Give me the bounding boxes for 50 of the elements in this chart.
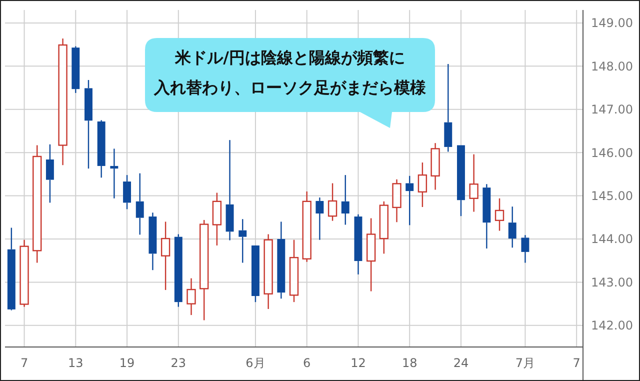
candlestick (226, 139, 234, 241)
y-tick-label: 143.00 (591, 275, 633, 290)
y-tick-label: 147.00 (591, 102, 633, 117)
x-tick-label: 18 (402, 356, 418, 370)
y-tick-label: 149.00 (591, 16, 633, 30)
candlestick (494, 198, 504, 232)
candlestick (136, 172, 144, 236)
x-tick-label: 19 (119, 356, 135, 370)
candlestick (20, 239, 29, 308)
annotation: 入れ替わり、ローソク足がまだら模様 (153, 78, 427, 97)
candlestick (418, 162, 428, 208)
candlestick (430, 142, 440, 190)
candlestick (264, 234, 273, 310)
x-tick-label: 7月 (515, 356, 536, 370)
candlestick (110, 148, 118, 199)
candlestick (469, 154, 478, 212)
candlestick (341, 174, 350, 226)
x-tick-label: 12 (350, 356, 366, 370)
y-tick-label: 144.00 (591, 232, 633, 246)
candlestick (366, 218, 376, 292)
y-tick-label: 142.00 (591, 318, 633, 333)
candlestick (148, 212, 157, 271)
candlestick (456, 145, 465, 217)
candlestick (46, 144, 54, 204)
candlestick (277, 221, 286, 300)
x-tick-label: 6月 (246, 356, 266, 370)
candlestick (238, 218, 247, 264)
candlestick (32, 144, 42, 264)
candlestick (160, 221, 170, 291)
x-tick-label: 7 (572, 356, 580, 370)
candlestick (186, 278, 196, 316)
candlestick (58, 38, 68, 166)
y-tick-label: 145.00 (591, 188, 633, 203)
candlestick (482, 184, 491, 250)
candlestick (354, 214, 362, 276)
candlestick (7, 227, 16, 311)
candlestick (316, 196, 324, 240)
x-tick-label: 6 (303, 356, 311, 370)
y-tick-label: 146.00 (591, 146, 633, 160)
x-tick-label: 24 (453, 356, 469, 370)
x-tick-label: 13 (68, 356, 84, 370)
x-tick-label: 7 (20, 356, 28, 370)
y-tick-label: 148.00 (591, 59, 633, 74)
x-tick-label: 23 (170, 356, 186, 370)
candlestick (392, 178, 402, 223)
annotation: 米ドル/円は陰線と陽線が頻繁に (174, 48, 405, 67)
candlestick (508, 206, 516, 248)
candlestick (302, 190, 312, 262)
candlestick (97, 120, 106, 178)
candlestick (521, 234, 530, 264)
